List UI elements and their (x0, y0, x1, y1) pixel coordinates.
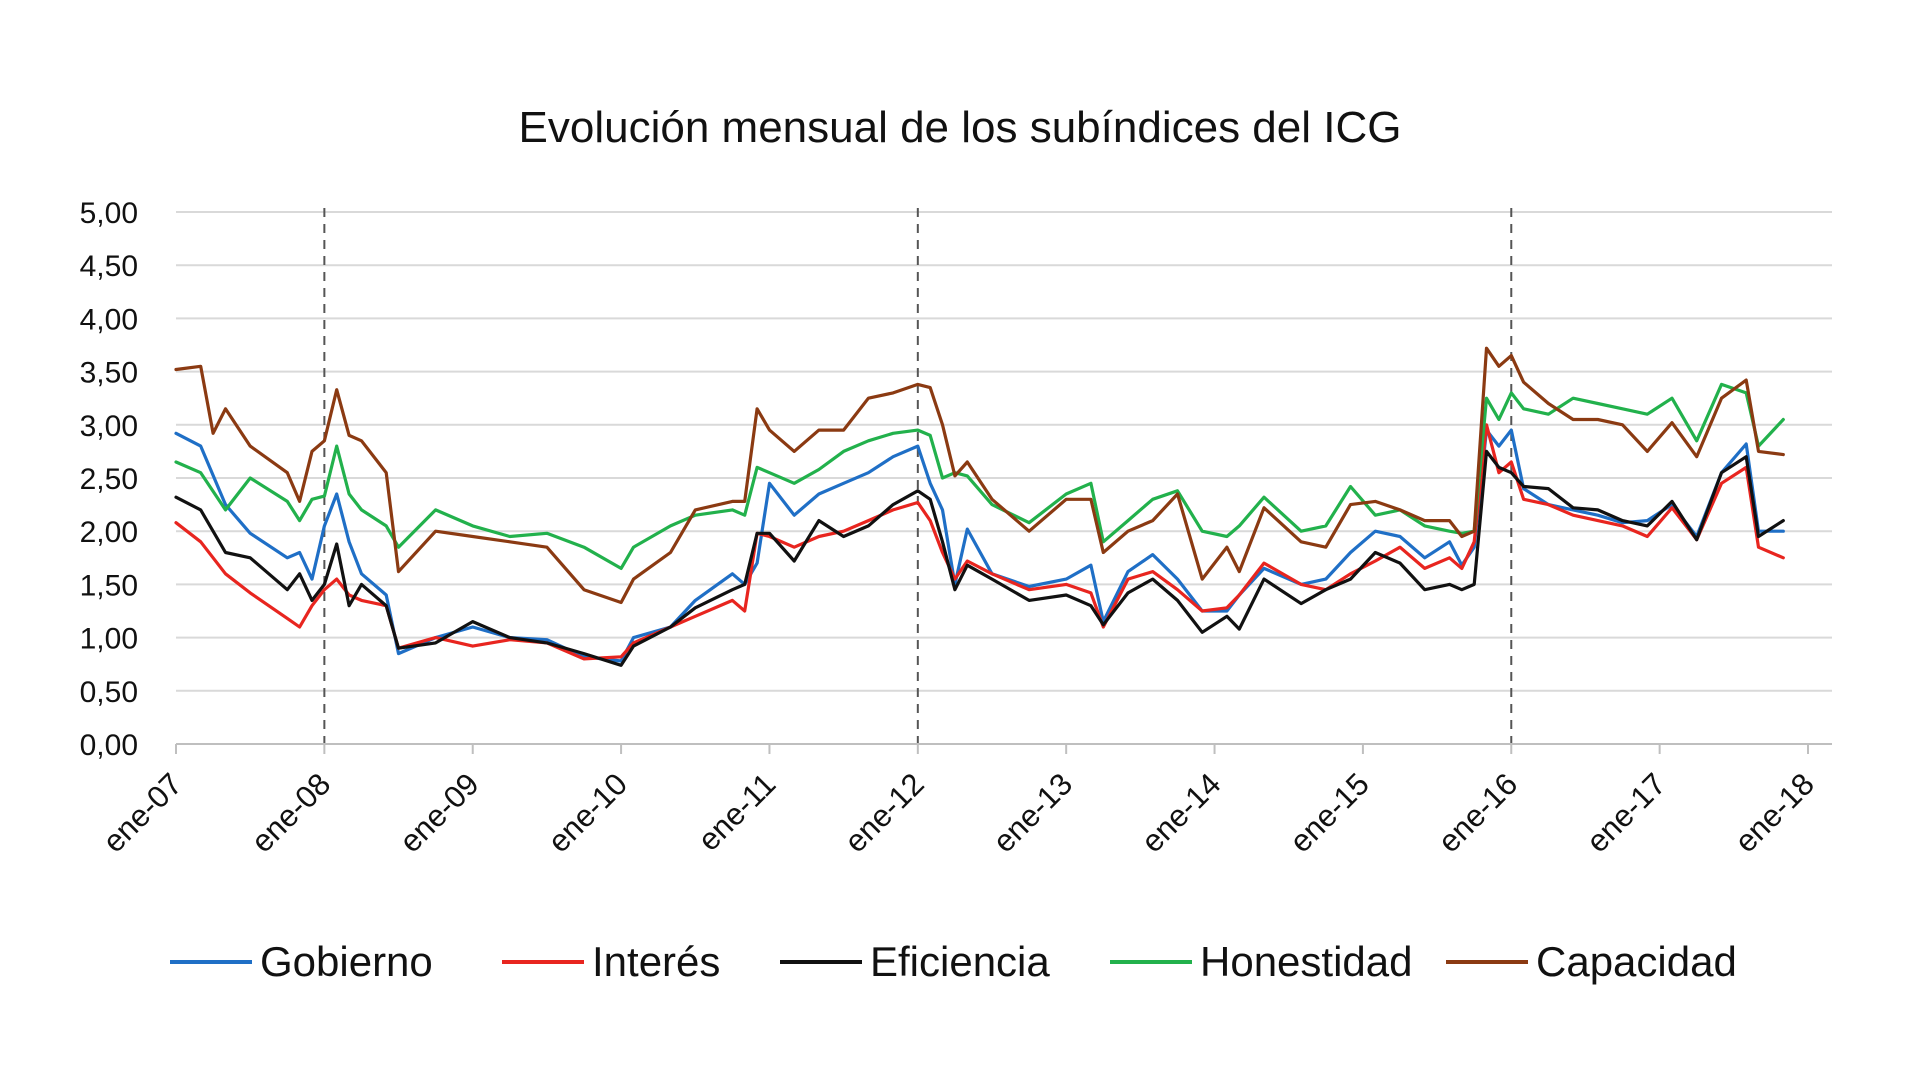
series-lines (174, 346, 1785, 667)
y-tick-label: 4,00 (80, 303, 138, 336)
legend-label-honestidad: Honestidad (1200, 938, 1412, 985)
y-tick-label: 3,50 (80, 357, 138, 390)
legend-label-capacidad: Capacidad (1536, 938, 1737, 985)
x-tick-label: ene-09 (393, 766, 486, 859)
grid (176, 211, 1832, 692)
chart-title: Evolución mensual de los subíndices del … (519, 103, 1402, 152)
x-tick-label: ene-16 (1431, 766, 1524, 859)
x-tick-label: ene-13 (986, 766, 1079, 859)
series-line-gobierno (174, 428, 1785, 663)
x-tick-label: ene-08 (244, 766, 337, 859)
legend: Gobierno Interés Eficiencia Honestidad Capac… (170, 938, 1737, 985)
y-tick-label: 0,50 (80, 676, 138, 709)
y-tick-label: 4,50 (80, 250, 138, 283)
series-line-capacidad (174, 346, 1785, 605)
x-tick-label: ene-14 (1134, 766, 1227, 859)
y-tick-label: 2,00 (80, 516, 138, 549)
x-tick-label: ene-12 (838, 766, 931, 859)
x-tick-label: ene-17 (1580, 766, 1673, 859)
axes: 0,00 0,50 1,00 1,50 2,00 2,50 3,00 3,50 4,00 4,50… (80, 197, 1832, 859)
series-line-eficiencia (174, 449, 1785, 667)
legend-label-eficiencia: Eficiencia (870, 938, 1050, 985)
legend-label-gobierno: Gobierno (260, 938, 433, 985)
y-tick-label: 1,50 (80, 569, 138, 602)
series-line-honestidad (174, 382, 1785, 570)
y-tick-label: 5,00 (80, 197, 138, 230)
x-tick-label: ene-10 (541, 766, 634, 859)
x-tick-label: ene-18 (1728, 766, 1821, 859)
x-tick-label: ene-11 (691, 766, 782, 857)
y-tick-label: 0,00 (80, 729, 138, 762)
legend-label-interes: Interés (592, 938, 720, 985)
x-tick-label: ene-07 (96, 766, 189, 859)
period-markers (323, 208, 1513, 744)
series-line-interes (174, 423, 1785, 661)
x-tick-label: ene-15 (1283, 766, 1376, 859)
y-tick-label: 2,50 (80, 463, 138, 496)
y-tick-label: 3,00 (80, 410, 138, 443)
y-tick-label: 1,00 (80, 623, 138, 656)
